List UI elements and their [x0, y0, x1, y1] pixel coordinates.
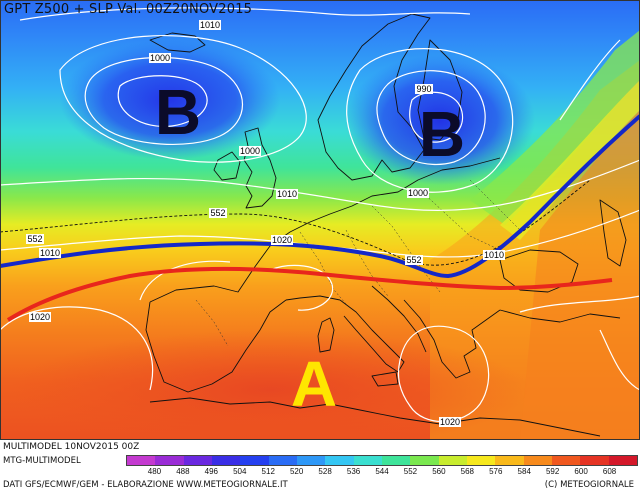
svg-text:1010: 1010: [200, 20, 220, 30]
low-center-west: B: [155, 76, 201, 148]
isobar-label: 1000: [149, 53, 171, 63]
svg-text:990: 990: [416, 84, 431, 94]
low-east-core: [345, 55, 535, 185]
red-line: [6, 267, 613, 322]
color-scale-tick: 576: [489, 467, 503, 476]
color-swatch: [523, 456, 552, 465]
color-swatch: [127, 456, 156, 465]
svg-text:1010: 1010: [40, 248, 60, 258]
color-swatch: [211, 456, 241, 465]
color-scale-tick: 560: [432, 467, 446, 476]
color-scale-tick: 544: [375, 467, 389, 476]
color-swatch: [268, 456, 297, 465]
isohypse-label: 552: [209, 208, 227, 218]
color-swatch: [325, 456, 354, 465]
svg-text:552: 552: [406, 255, 421, 265]
color-scale-tick: 480: [147, 467, 162, 476]
yellow-east-band: [500, 80, 640, 240]
color-swatch: [466, 456, 496, 465]
svg-text:1010: 1010: [484, 250, 504, 260]
isobars: [0, 7, 640, 423]
color-scale-tick: 512: [261, 467, 275, 476]
color-scale-tick: 568: [460, 467, 475, 476]
isobar-label: 1010: [39, 248, 61, 258]
isobar-labels: 1010 1000 1000 990 1010 1000 1020 1010 1…: [29, 20, 505, 427]
color-scale-tick: 496: [204, 467, 219, 476]
warm-east-field-2: [520, 110, 640, 440]
isobar-label: 1010: [483, 250, 505, 260]
isobar-label: 1010: [199, 20, 221, 30]
high-center: A: [291, 348, 337, 420]
run-label: MULTIMODEL 10NOV2015 00Z: [3, 442, 140, 452]
svg-text:552: 552: [210, 208, 225, 218]
color-swatch: [183, 456, 212, 465]
svg-text:1000: 1000: [150, 53, 170, 63]
color-swatch: [580, 456, 609, 465]
isobar-label: 1020: [439, 417, 461, 427]
isohypse-label: 552: [26, 234, 44, 244]
model-label: MTG-MULTIMODEL: [3, 456, 81, 466]
blue-line: [0, 114, 640, 279]
color-scale-tick: 520: [289, 467, 304, 476]
isobar-label: 990: [415, 84, 433, 94]
isohypse-labels: 552 552 552: [26, 208, 423, 265]
isobar-label: 1020: [29, 312, 51, 322]
svg-text:1020: 1020: [440, 417, 460, 427]
color-scale-tick: 552: [403, 467, 418, 476]
copyright: (C) METEOGIORNALE: [544, 480, 634, 490]
isobar-label: 1000: [239, 146, 261, 156]
map-title: GPT Z500 + SLP Val. 00Z20NOV2015: [4, 2, 253, 17]
color-swatch: [296, 456, 326, 465]
color-swatch: [438, 456, 467, 465]
isobar-label: 1000: [407, 188, 429, 198]
weather-map: B B A 1010 1000 1000 990 1010 1000 1020 …: [0, 0, 640, 440]
svg-text:1000: 1000: [240, 146, 260, 156]
color-scale-labels: 480 488 496 504 512 520 528 536 544 552 560 568 576 5…: [126, 467, 638, 478]
color-scale-tick: 536: [346, 467, 361, 476]
source-credit: DATI GFS/ECMWF/GEM - ELABORAZIONE WWW.ME…: [3, 480, 288, 490]
color-swatch: [608, 456, 637, 465]
color-scale-tick: 592: [545, 467, 560, 476]
color-scale-bar: [126, 455, 638, 466]
svg-text:1010: 1010: [277, 189, 297, 199]
isobar-label: 1020: [271, 235, 293, 245]
isobar-label: 1010: [276, 189, 298, 199]
color-swatch: [495, 456, 524, 465]
color-swatch: [410, 456, 439, 465]
color-scale-tick: 488: [176, 467, 190, 476]
color-scale-tick: 608: [602, 467, 617, 476]
color-scale-tick: 528: [318, 467, 332, 476]
svg-text:1020: 1020: [30, 312, 50, 322]
color-swatch: [551, 456, 581, 465]
isohypse-552: [0, 179, 591, 266]
color-swatch: [155, 456, 184, 465]
svg-text:552: 552: [27, 234, 42, 244]
color-swatch: [381, 456, 411, 465]
color-swatch: [353, 456, 382, 465]
svg-text:1020: 1020: [272, 235, 292, 245]
isohypse-label: 552: [405, 255, 423, 265]
svg-text:1000: 1000: [408, 188, 428, 198]
green-east-band: [470, 30, 640, 225]
color-scale-tick: 600: [574, 467, 588, 476]
color-swatch: [240, 456, 269, 465]
low-west-core: [60, 40, 280, 160]
color-scale-tick: 504: [233, 467, 247, 476]
color-scale-tick: 584: [517, 467, 531, 476]
low-center-east: B: [419, 98, 465, 170]
